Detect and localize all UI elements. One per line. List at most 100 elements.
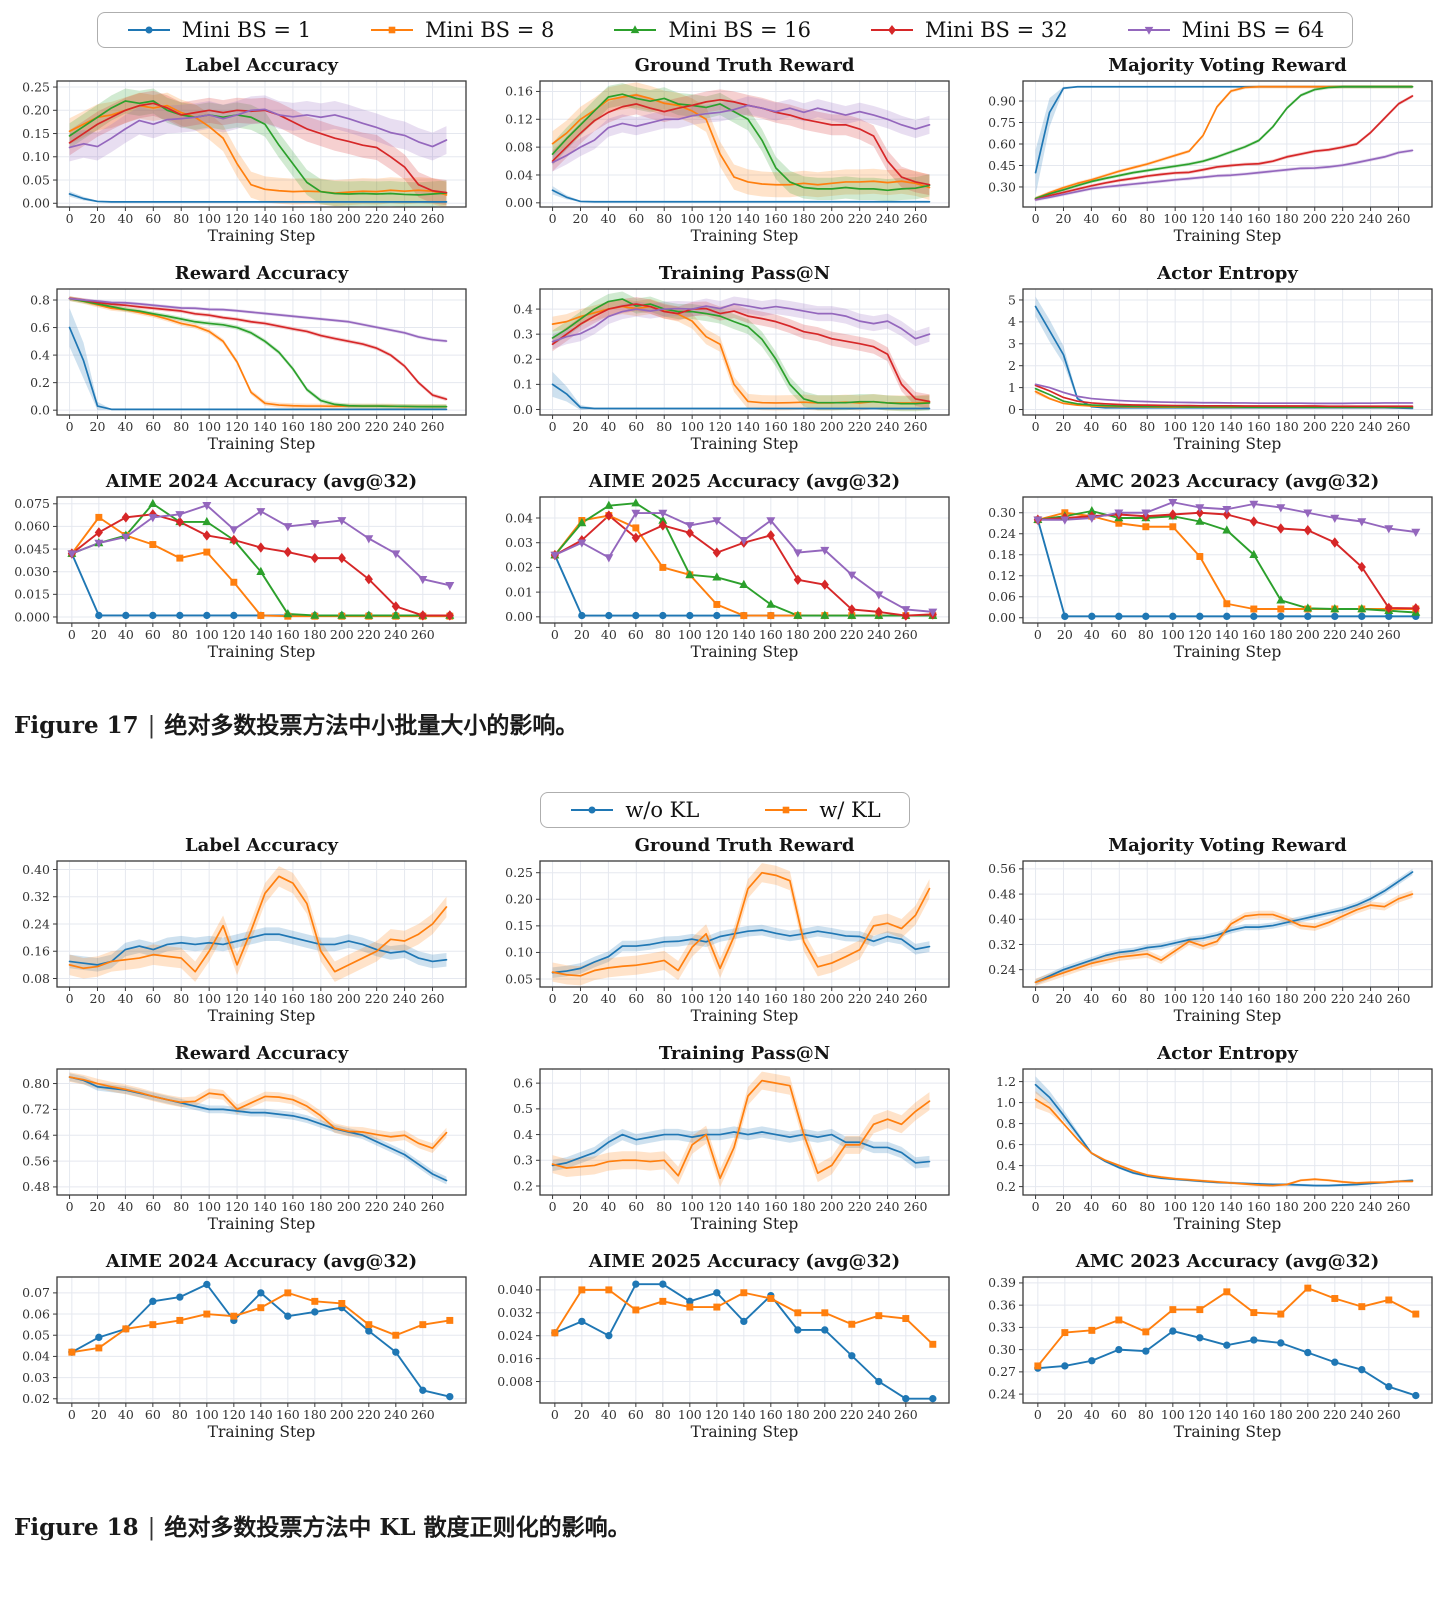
chart-fig17-amc-2023: 0.00 0.06 0.12 0.18 0.24 0.30 0 20 40 60 80 100 120 1… — [966, 471, 1449, 680]
chart-svg-fig17-ground-truth-reward: 0.00 0.04 0.08 0.12 0.16 0 20 40 60 80 100 120 140 16… — [505, 55, 950, 245]
chart-fig18-reward-accuracy: 0.48 0.56 0.64 0.72 0.80 0 20 40 60 80 100 120 140 16… — [0, 1043, 483, 1252]
square-marker-icon — [1223, 600, 1231, 608]
svg-text:180: 180 — [1269, 627, 1293, 642]
svg-text:80: 80 — [1139, 419, 1155, 434]
svg-text:0.33: 0.33 — [988, 1320, 1016, 1335]
legend-label: Mini BS = 64 — [1181, 18, 1325, 42]
svg-text:260: 260 — [421, 211, 445, 226]
svg-text:180: 180 — [309, 1199, 333, 1214]
svg-text:240: 240 — [867, 627, 891, 642]
svg-text:20: 20 — [1057, 1407, 1073, 1422]
figure18-caption-separator: | — [147, 1515, 156, 1541]
square-marker-icon — [929, 1340, 937, 1348]
svg-text:120: 120 — [225, 1199, 249, 1214]
svg-text:4: 4 — [1008, 314, 1016, 329]
svg-text:0.6: 0.6 — [513, 1075, 533, 1090]
svg-text:0.10: 0.10 — [505, 945, 533, 960]
diamond-marker-icon — [1357, 561, 1366, 573]
svg-text:200: 200 — [820, 1199, 844, 1214]
triangle-down-marker-icon — [685, 522, 695, 531]
triangle-up-marker-icon — [712, 572, 722, 581]
legend-item-mini-bs-8: Mini BS = 8 — [369, 18, 554, 42]
triangle-down-marker-icon — [1276, 504, 1286, 513]
square-marker-icon — [365, 1321, 373, 1329]
svg-text:180: 180 — [786, 1407, 810, 1422]
svg-text:0.060: 0.060 — [14, 519, 50, 534]
svg-text:0.030: 0.030 — [14, 564, 50, 579]
circle-marker-icon — [1115, 1345, 1123, 1354]
svg-text:120: 120 — [225, 991, 249, 1006]
triangle-up-marker-icon — [283, 608, 293, 618]
svg-text:180: 180 — [303, 1407, 327, 1422]
svg-text:120: 120 — [1191, 991, 1215, 1006]
diamond-marker-icon — [604, 510, 613, 521]
square-marker-icon — [902, 1315, 910, 1322]
circle-marker-icon — [230, 611, 238, 620]
svg-text:40: 40 — [1083, 1199, 1099, 1214]
svg-text:220: 220 — [1331, 419, 1355, 434]
svg-text:Majority Voting Reward: Majority Voting Reward — [1108, 836, 1347, 856]
svg-text:0.0: 0.0 — [30, 402, 50, 417]
svg-text:20: 20 — [1056, 991, 1072, 1006]
svg-text:40: 40 — [1084, 1407, 1100, 1422]
triangle-down-marker-icon — [148, 514, 158, 523]
circle-marker-icon — [1277, 1339, 1285, 1347]
svg-text:0.08: 0.08 — [505, 139, 533, 154]
svg-text:260: 260 — [411, 627, 435, 642]
svg-text:0.03: 0.03 — [505, 535, 533, 550]
svg-text:220: 220 — [1323, 627, 1347, 642]
square-marker-icon — [551, 1329, 559, 1337]
triangle-down-marker-icon — [364, 535, 374, 544]
svg-text:260: 260 — [1387, 419, 1411, 434]
svg-text:40: 40 — [118, 627, 134, 642]
chart-fig17-ground-truth-reward: 0.00 0.04 0.08 0.12 0.16 0 20 40 60 80 100 120 140 16… — [483, 55, 966, 264]
square-marker-icon — [713, 1303, 721, 1311]
figure17-caption-text: 绝对多数投票方法中小批量大小的影响。 — [164, 712, 579, 739]
svg-text:240: 240 — [1359, 211, 1383, 226]
diamond-marker-icon — [337, 552, 346, 564]
square-marker-icon — [1358, 1303, 1366, 1311]
svg-text:140: 140 — [249, 627, 273, 642]
svg-text:Training Step: Training Step — [691, 1007, 799, 1025]
svg-text:200: 200 — [1303, 1199, 1327, 1214]
square-marker-icon — [821, 1309, 829, 1317]
triangle-up-marker-icon — [1195, 516, 1205, 525]
svg-text:80: 80 — [1138, 627, 1154, 642]
svg-text:60: 60 — [145, 1199, 161, 1214]
svg-text:120: 120 — [1191, 1199, 1215, 1214]
chart-svg-fig17-reward-accuracy: 0.0 0.2 0.4 0.6 0.8 0 20 40 60 80 100 120 140 160 180 2… — [30, 263, 467, 453]
svg-text:200: 200 — [337, 991, 361, 1006]
circle-marker-icon — [605, 611, 613, 620]
svg-text:0.3: 0.3 — [513, 1153, 533, 1168]
svg-text:0.04: 0.04 — [505, 167, 533, 182]
svg-text:240: 240 — [393, 211, 417, 226]
chart-fig18-label-accuracy: 0.08 0.16 0.24 0.32 0.40 0 20 40 60 80 100 120 140 16… — [0, 835, 483, 1044]
svg-text:160: 160 — [1242, 1407, 1266, 1422]
svg-text:0.25: 0.25 — [505, 865, 533, 880]
legend-item-mini-bs-32: Mini BS = 32 — [869, 18, 1068, 42]
circle-marker-icon — [95, 611, 103, 620]
triangle-down-marker-icon — [1168, 498, 1178, 508]
triangle-down-marker-icon — [1144, 26, 1153, 35]
circle-marker-icon — [1196, 612, 1204, 621]
svg-text:80: 80 — [173, 1199, 189, 1214]
svg-text:220: 220 — [1331, 991, 1355, 1006]
svg-text:20: 20 — [573, 211, 589, 226]
svg-text:160: 160 — [1247, 991, 1271, 1006]
svg-text:160: 160 — [759, 1407, 783, 1422]
svg-text:0.015: 0.015 — [14, 587, 50, 602]
svg-text:140: 140 — [1219, 211, 1243, 226]
triangle-up-marker-icon — [631, 25, 640, 34]
svg-text:200: 200 — [820, 419, 844, 434]
svg-text:0.15: 0.15 — [22, 126, 50, 141]
svg-text:220: 220 — [848, 991, 872, 1006]
svg-text:100: 100 — [1163, 1199, 1187, 1214]
chart-svg-fig17-label-accuracy: 0.00 0.05 0.10 0.15 0.20 0.25 0 20 40 60 80 100 120 1… — [22, 55, 467, 245]
diamond-marker-icon — [793, 574, 802, 585]
svg-text:40: 40 — [117, 991, 133, 1006]
svg-text:0.00: 0.00 — [22, 196, 50, 211]
circle-marker-icon — [659, 1280, 667, 1288]
svg-text:0: 0 — [66, 991, 74, 1006]
triangle-up-marker-icon — [148, 498, 158, 508]
svg-text:60: 60 — [145, 627, 161, 642]
